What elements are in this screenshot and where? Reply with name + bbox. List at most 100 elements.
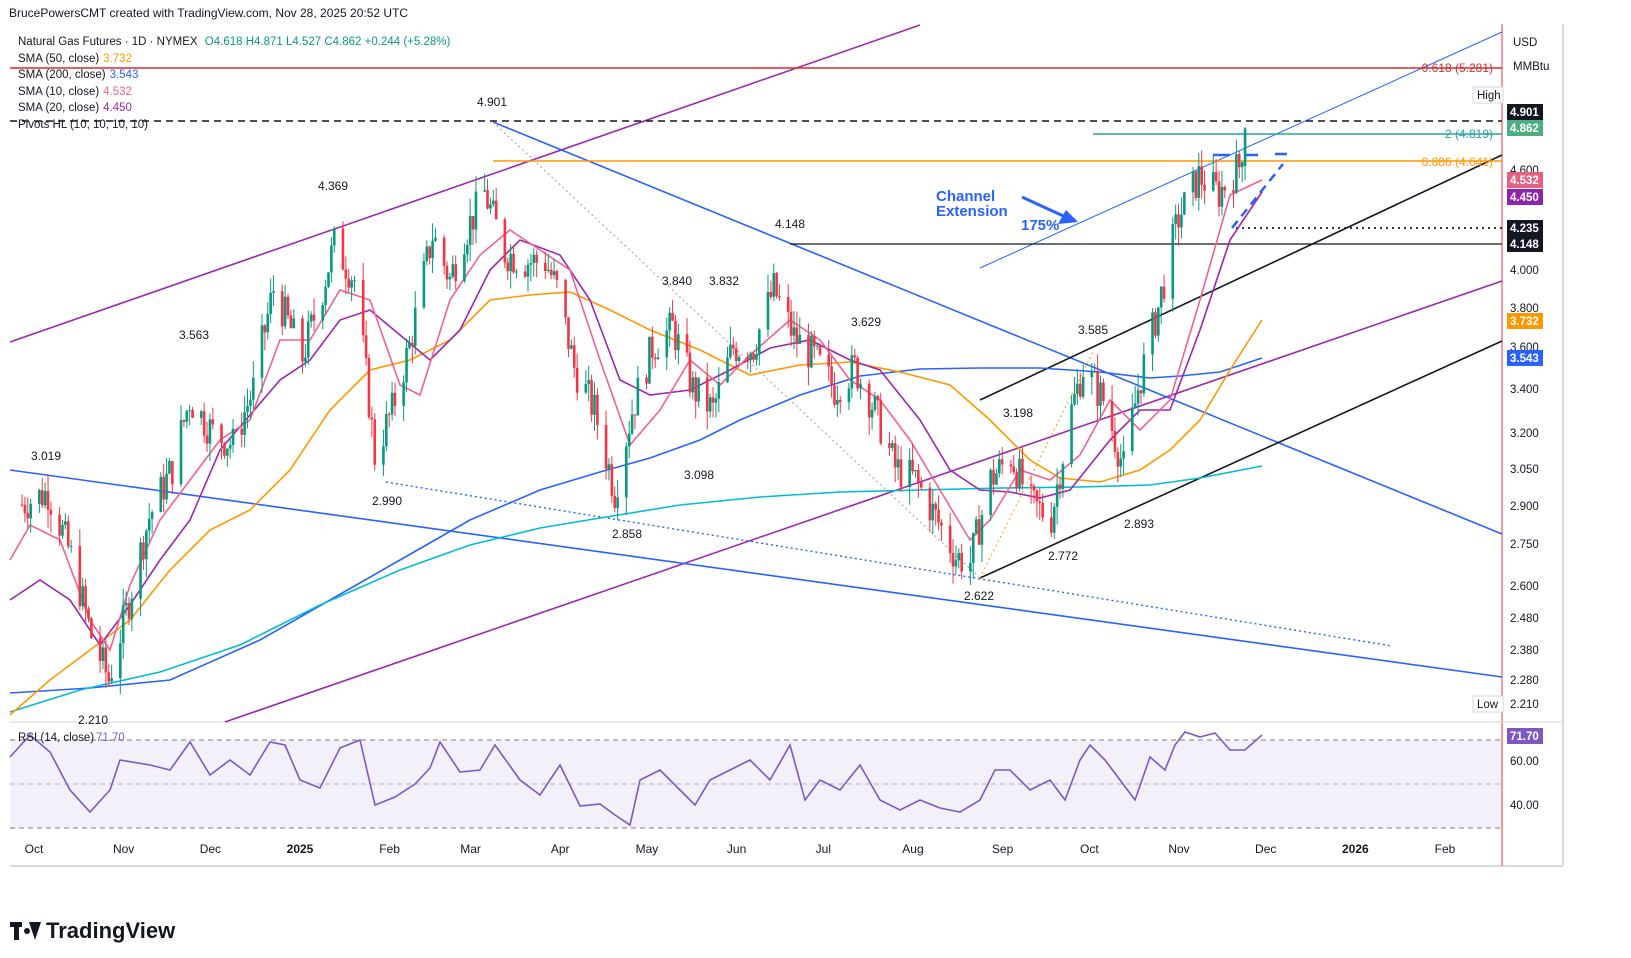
candle-body	[347, 278, 351, 288]
candle-body	[23, 504, 27, 514]
candle-body	[529, 262, 533, 265]
candle-body	[1237, 154, 1241, 168]
candle-body	[266, 313, 270, 333]
candle-body	[1055, 484, 1059, 507]
candle-body	[165, 473, 168, 500]
candle-body	[1073, 393, 1076, 405]
legend-sma50[interactable]: SMA (50, close) 3.732	[18, 51, 450, 68]
candle-body	[544, 262, 547, 271]
candle-body	[711, 397, 715, 403]
candle-body	[633, 414, 637, 416]
candle-body	[815, 345, 819, 347]
candle-body	[928, 487, 932, 521]
candle-body	[769, 291, 773, 297]
candle-body	[867, 383, 871, 418]
candle-body	[66, 521, 70, 547]
time-axis-label: Mar	[460, 842, 481, 856]
rsi-line	[9, 731, 1263, 827]
candle-body	[1113, 430, 1117, 452]
candle-body	[1133, 403, 1137, 408]
time-axis-label: 2025	[287, 842, 314, 856]
legend-sma20[interactable]: SMA (20, close) 4.450	[18, 100, 450, 117]
time-axis-label: May	[636, 842, 659, 856]
candle-body	[382, 446, 385, 465]
candle-body	[940, 522, 943, 526]
candle-body	[1130, 407, 1134, 452]
chart-author-line: BrucePowersCMT created with TradingView.…	[9, 6, 409, 20]
black-channel-lower	[979, 340, 1503, 579]
candle-body	[971, 533, 975, 564]
candle-body	[304, 357, 307, 362]
main-pane[interactable]	[10, 24, 1563, 864]
candle-body	[668, 312, 671, 331]
tradingview-logo[interactable]: TradingView	[10, 918, 175, 944]
candle-body	[957, 552, 961, 561]
legend-sma200[interactable]: SMA (200, close) 3.543	[18, 67, 450, 84]
candle-body	[46, 491, 50, 510]
price-axis-tick: 3.050	[1510, 464, 1539, 476]
candle-body	[1174, 214, 1177, 225]
candle-body	[674, 320, 677, 351]
candle-body	[263, 325, 267, 333]
pivot-label: 3.019	[31, 449, 61, 463]
candle-body	[309, 314, 313, 322]
candle-body	[1078, 383, 1082, 397]
candle-body	[81, 586, 85, 607]
candle-body	[729, 344, 732, 358]
candle-body	[1217, 181, 1221, 207]
price-axis-tick: 2.280	[1510, 675, 1539, 687]
candle-body	[818, 345, 822, 355]
candle-body	[451, 264, 455, 277]
candle-body	[677, 334, 680, 351]
candle-body	[1235, 154, 1238, 193]
candle-body	[223, 443, 226, 456]
sma200-line	[9, 357, 1263, 694]
legend-symbol-row[interactable]: Natural Gas Futures · 1D · NYMEX O4.618 …	[18, 34, 450, 51]
candle-body	[185, 410, 189, 422]
sma20-value: 4.450	[103, 102, 132, 114]
candle-body	[798, 334, 802, 344]
candle-body	[26, 513, 30, 519]
candle-body	[899, 459, 903, 488]
candle-body	[220, 424, 223, 444]
candle-body	[691, 377, 695, 393]
candle-body	[471, 216, 475, 230]
rsi-value-badge: 71.70	[1510, 731, 1539, 743]
candle-body	[879, 400, 883, 444]
candle-body	[726, 357, 729, 383]
grey-dotted-diagonal	[492, 121, 981, 579]
price-badge: 4.901	[1510, 107, 1539, 119]
candle-body	[191, 410, 194, 418]
candle-body	[838, 400, 842, 403]
sma20-label: SMA (20, close)	[18, 102, 100, 114]
sma20-line	[9, 191, 1263, 647]
candle-body	[246, 405, 249, 413]
candle-body	[604, 424, 608, 469]
candle-body	[665, 330, 669, 358]
pivot-label: 3.832	[709, 274, 739, 288]
candle-body	[616, 497, 619, 509]
candle-body	[150, 512, 154, 519]
legend-pivots[interactable]: Pivots HL (10, 10, 10, 10)	[18, 117, 450, 134]
pct175-label: 175%	[1021, 217, 1059, 234]
candle-body	[584, 384, 588, 393]
candle-body	[292, 318, 296, 329]
axis-unit-mmbtu: MMBtu	[1513, 61, 1549, 73]
price-badge: High	[1477, 90, 1501, 102]
candle-body	[1076, 383, 1079, 394]
candle-body	[1035, 490, 1039, 502]
time-axis-label: Nov	[113, 842, 134, 856]
time-axis-label: Jun	[727, 842, 746, 856]
candle-body	[671, 312, 674, 321]
candle-body	[535, 254, 538, 263]
legend-sma10[interactable]: SMA (10, close) 4.532	[18, 84, 450, 101]
price-badge-bg	[1507, 350, 1543, 366]
candle-body	[992, 469, 995, 485]
candle-body	[1243, 128, 1247, 166]
extension-label: Extension	[936, 203, 1008, 220]
candle-body	[1139, 390, 1143, 394]
price-badge-bg	[1507, 189, 1543, 205]
candle-body	[90, 618, 93, 639]
pivot-label: 2.990	[372, 494, 402, 508]
